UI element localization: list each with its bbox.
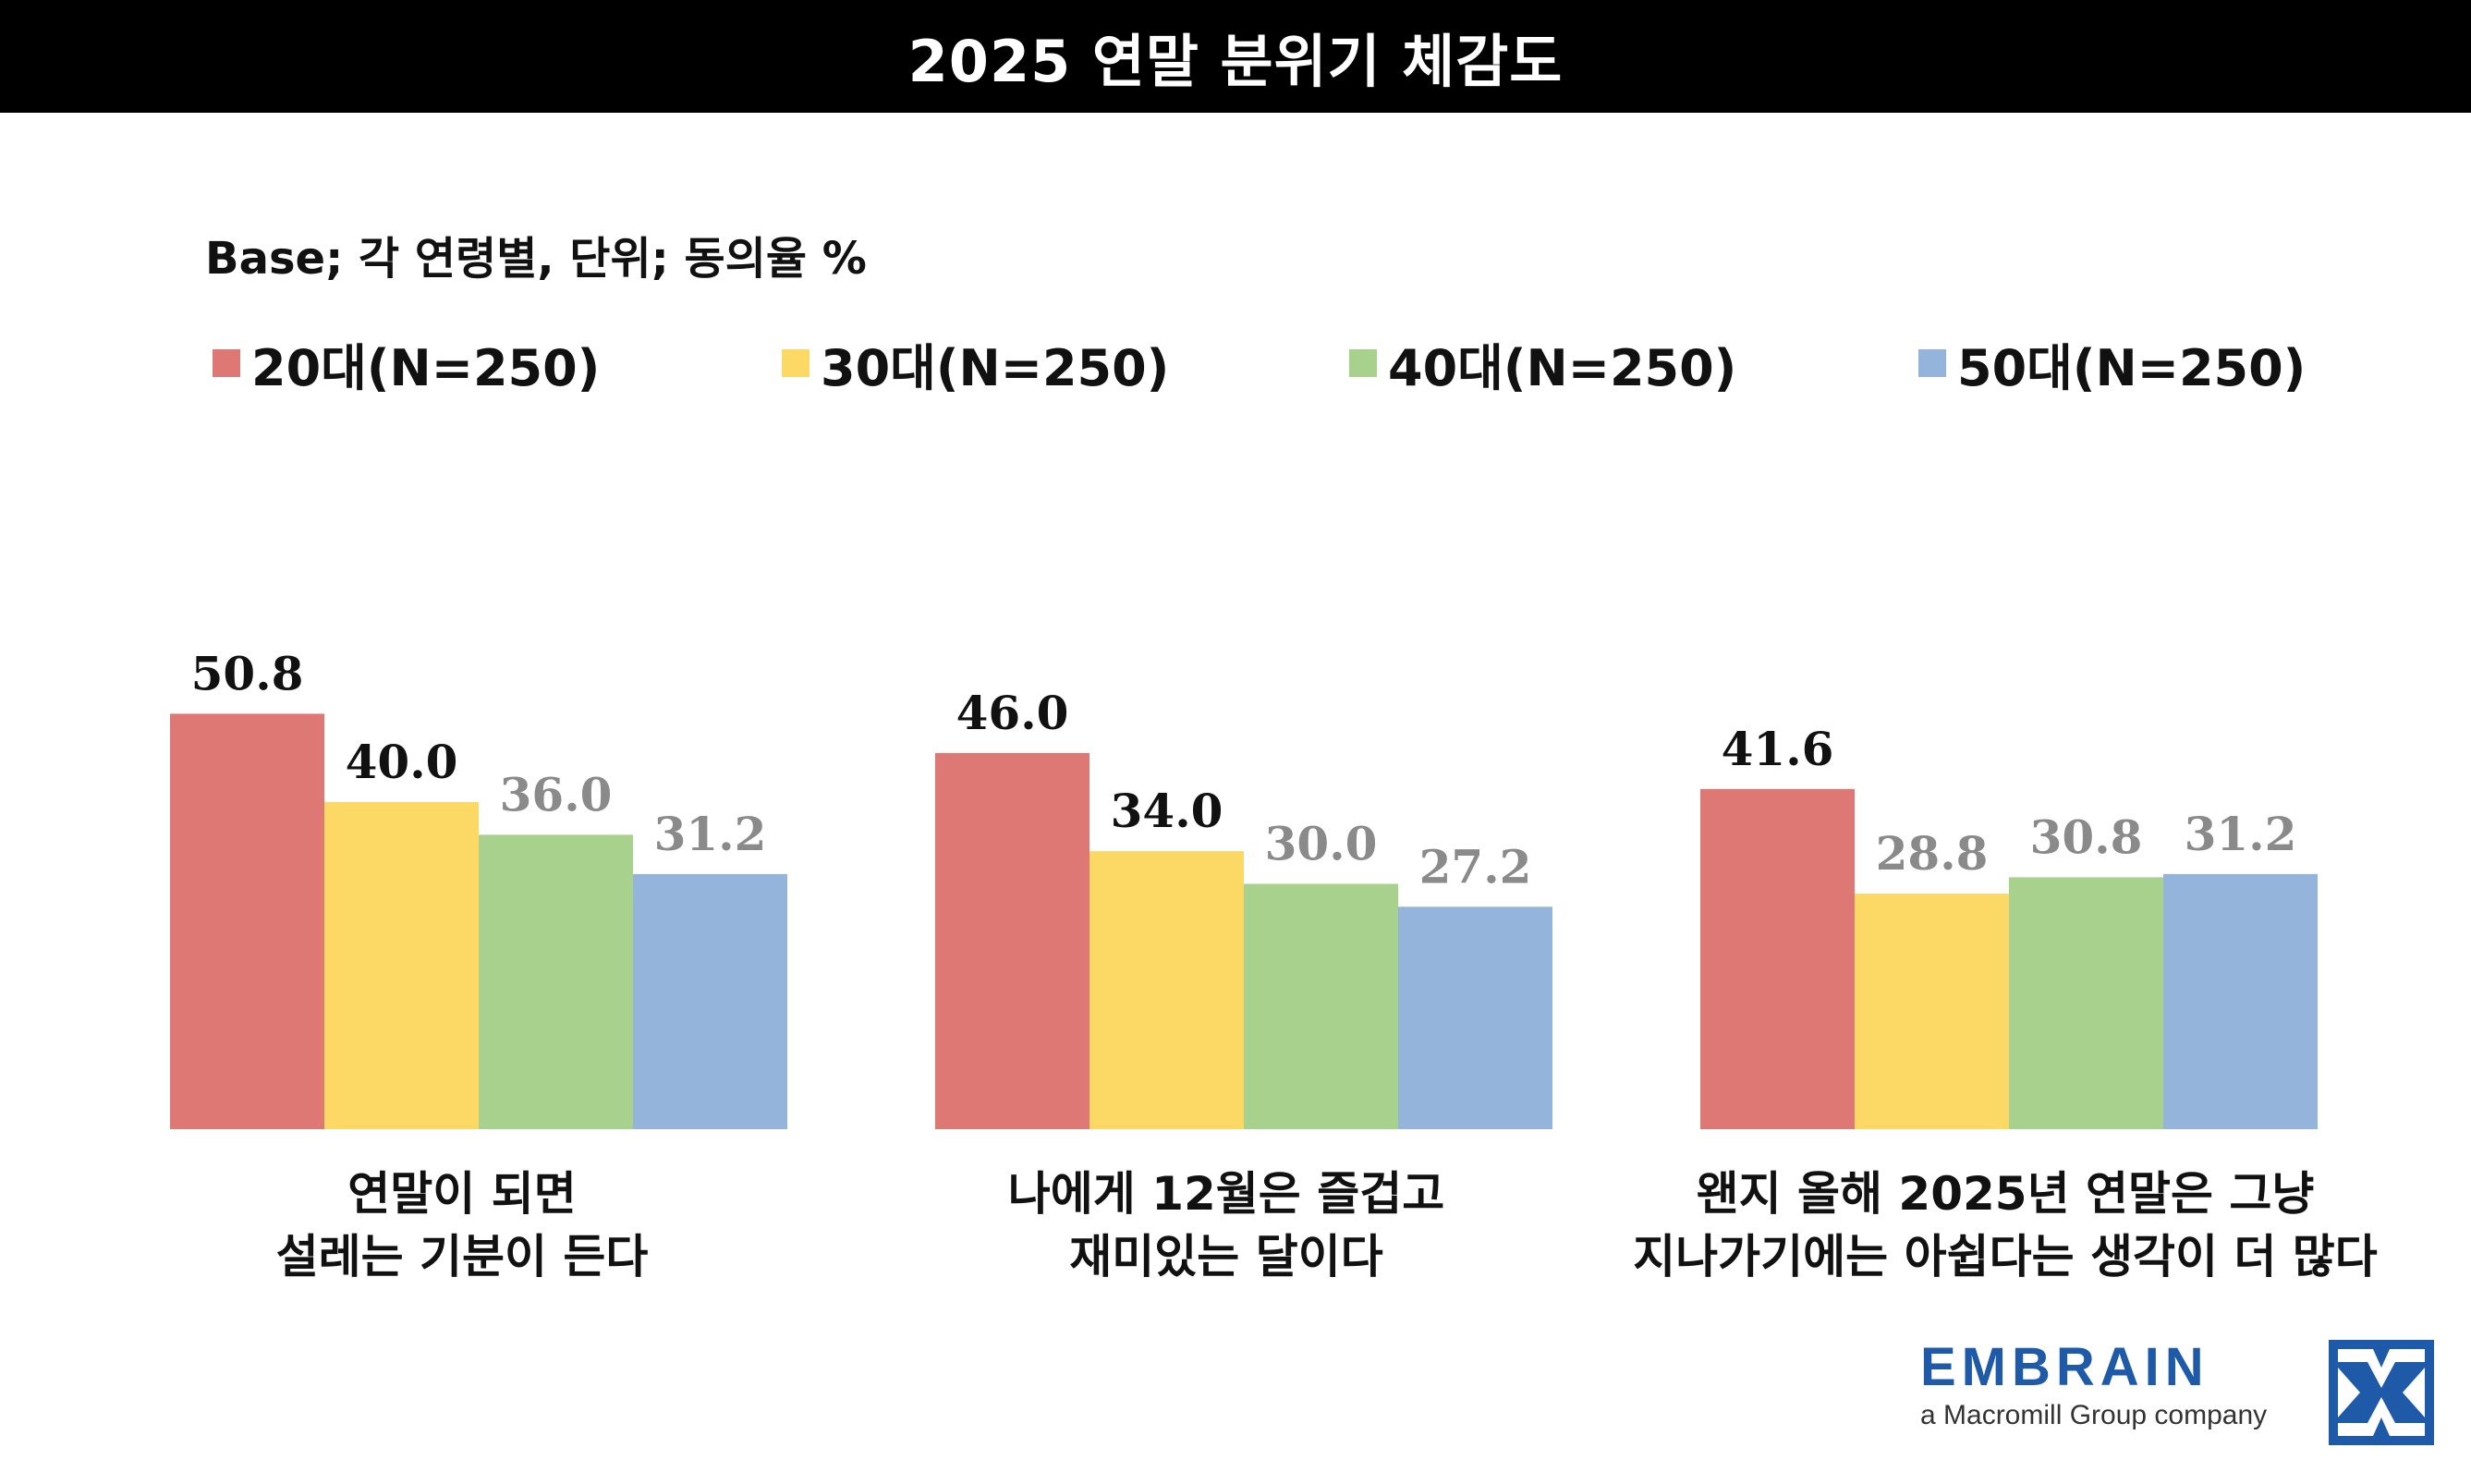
bar-value-label-3-3: 30.8 <box>2030 809 2143 864</box>
bar-3-20대(N=250) <box>1700 788 1855 1129</box>
bar-1-40대(N=250) <box>479 834 633 1129</box>
logo-wordmark: EMBRAIN <box>1920 1337 2209 1397</box>
bar-2-40대(N=250) <box>1244 883 1398 1129</box>
legend-swatch-40s <box>1349 349 1377 377</box>
bar-value-label-3-4: 31.2 <box>2185 807 2297 861</box>
legend-swatch-20s <box>213 349 240 377</box>
bar-value-label-3-2: 28.8 <box>1876 826 1989 881</box>
bar-value-label-2-3: 30.0 <box>1265 817 1378 871</box>
legend-item-50s: 50대(N=250) <box>1918 335 2306 397</box>
bar-value-label-1-4: 31.2 <box>654 807 767 861</box>
bar-3-40대(N=250) <box>2009 877 2163 1129</box>
title-bar: 2025 연말 분위기 체감도 <box>0 0 2471 113</box>
legend-swatch-30s <box>782 349 809 377</box>
bar-1-50대(N=250) <box>633 873 787 1129</box>
category-label-1-text: 연말이 되면 설레는 기분이 든다 <box>275 1167 649 1283</box>
bar-value-label-2-1: 46.0 <box>956 686 1069 740</box>
category-label-2: 나에게 12월은 즐겁고 재미있는 달이다 <box>810 1162 1642 1288</box>
base-note: Base; 각 연령별, 단위; 동의율 % <box>205 233 867 285</box>
bar-value-label-1-3: 36.0 <box>500 767 613 821</box>
bar-3-30대(N=250) <box>1855 894 2009 1129</box>
bar-value-label-2-4: 27.2 <box>1419 839 1532 894</box>
legend-item-40s: 40대(N=250) <box>1349 335 1736 397</box>
category-label-3-text: 왠지 올해 2025년 연말은 그냥 지나가기에는 아쉽다는 생각이 더 많다 <box>1633 1167 2378 1283</box>
bar-1-30대(N=250) <box>324 802 479 1129</box>
category-label-2-text: 나에게 12월은 즐겁고 재미있는 달이다 <box>1007 1167 1445 1283</box>
legend-label-40s: 40대(N=250) <box>1388 338 1737 397</box>
bar-2-20대(N=250) <box>935 752 1089 1129</box>
category-label-1: 연말이 되면 설레는 기분이 든다 <box>46 1162 878 1288</box>
legend-label-20s: 20대(N=250) <box>251 338 601 397</box>
bar-2-30대(N=250) <box>1089 851 1244 1129</box>
bar-3-50대(N=250) <box>2163 873 2318 1129</box>
legend-label-30s: 30대(N=250) <box>821 338 1170 397</box>
bar-value-label-1-1: 50.8 <box>191 646 304 700</box>
bar-1-20대(N=250) <box>170 713 324 1129</box>
category-label-3: 왠지 올해 2025년 연말은 그냥 지나가기에는 아쉽다는 생각이 더 많다 <box>1589 1162 2421 1288</box>
embrain-logo: EMBRAIN a Macromill Group company <box>1920 1336 2308 1438</box>
bar-value-label-1-2: 40.0 <box>346 735 458 789</box>
legend-label-50s: 50대(N=250) <box>1957 338 2307 397</box>
bar-value-label-3-1: 41.6 <box>1722 722 1834 776</box>
bar-value-label-2-2: 34.0 <box>1111 784 1223 838</box>
legend-item-30s: 30대(N=250) <box>782 335 1169 397</box>
embrain-mark-icon <box>2329 1340 2434 1445</box>
logo-tagline: a Macromill Group company <box>1920 1400 2268 1430</box>
bar-2-50대(N=250) <box>1398 906 1552 1129</box>
page-title: 2025 연말 분위기 체감도 <box>907 28 1564 95</box>
legend-item-20s: 20대(N=250) <box>213 335 600 397</box>
legend-swatch-50s <box>1918 349 1946 377</box>
